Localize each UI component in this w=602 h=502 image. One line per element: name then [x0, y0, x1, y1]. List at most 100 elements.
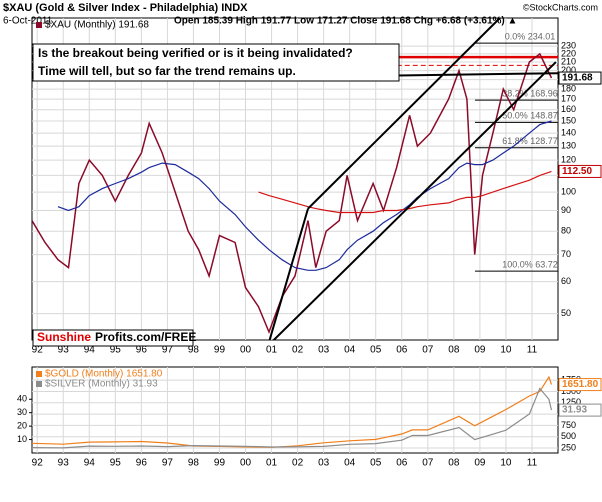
legend-swatch [36, 371, 42, 377]
y-tick-label: 160 [561, 104, 576, 114]
chart-title: $XAU (Gold & Silver Index - Philadelphia… [3, 2, 248, 14]
x-tick-label: 11 [527, 458, 538, 469]
x-tick-label: 02 [292, 345, 304, 356]
x-tick-label: 93 [58, 345, 70, 356]
text-box-line: Is the breakout being verified or is it … [38, 46, 353, 60]
value-tag [558, 71, 602, 85]
legend-label: $GOLD (Monthly) 1651.80 [45, 369, 163, 380]
y-tick-label: 150 [561, 115, 576, 125]
y-tick-label: 90 [561, 205, 571, 215]
x-tick-label: 03 [318, 458, 330, 469]
x-tick-label: 99 [214, 458, 226, 469]
x-tick-label: 06 [396, 458, 408, 469]
x-tick-label: 94 [84, 458, 96, 469]
y2-tick-label: 40 [17, 394, 27, 404]
x-tick-label: 07 [422, 345, 434, 356]
y2-tick-label: 20 [17, 421, 27, 431]
x-tick-label: 92 [32, 458, 44, 469]
x-tick-label: 05 [370, 458, 382, 469]
y-tick-label: 210 [561, 56, 576, 66]
x-tick-label: 01 [266, 458, 278, 469]
text-box-line: Time will tell, but so far the trend rem… [38, 64, 296, 78]
plot-layer [32, 367, 558, 453]
fib-label: 100.0% 63.72 [502, 259, 558, 269]
trendline [268, 208, 309, 340]
x-tick-label: 09 [474, 458, 486, 469]
x-tick-label: 08 [448, 458, 460, 469]
value-tag [558, 378, 602, 392]
y2-tick-label: 10 [17, 434, 27, 444]
text-box [32, 43, 400, 82]
value-tag [558, 164, 602, 178]
value-tag-label: 31.93 [562, 405, 587, 416]
legend-swatch [36, 22, 42, 28]
fib-label: 38.2% 168.96 [502, 89, 558, 99]
trendline [307, 18, 501, 210]
series-line [32, 52, 553, 335]
fib-label: 50.0% 148.87 [502, 111, 558, 121]
legend-swatch [36, 381, 42, 387]
x-tick-label: 04 [344, 458, 356, 469]
x-tick-label: 95 [110, 345, 122, 356]
y-tick-label: 250 [561, 442, 576, 452]
x-tick-label: 97 [162, 458, 174, 469]
x-tick-label: 94 [84, 345, 96, 356]
series-line [32, 375, 553, 448]
brand-text: Profits.com/FREE [95, 330, 196, 344]
series-line [32, 387, 553, 449]
y-tick-label: 170 [561, 93, 576, 103]
value-tag [558, 403, 602, 417]
x-tick-label: 02 [292, 458, 304, 469]
x-tick-label: 01 [266, 345, 278, 356]
y-tick-label: 130 [561, 140, 576, 150]
x-tick-label: 96 [136, 345, 148, 356]
value-tag-label: 112.50 [562, 166, 592, 177]
y-tick-label: 750 [561, 420, 576, 430]
fib-label: 0.0% 234.01 [505, 31, 556, 41]
y-tick-label: 1250 [561, 397, 581, 407]
x-tick-label: 99 [214, 345, 226, 356]
x-tick-label: 98 [188, 458, 200, 469]
x-tick-label: 06 [396, 345, 408, 356]
x-tick-label: 03 [318, 345, 330, 356]
x-tick-label: 07 [422, 458, 434, 469]
x-tick-label: 05 [370, 345, 382, 356]
y-tick-label: 140 [561, 127, 576, 137]
x-tick-label: 98 [188, 345, 200, 356]
legend-label: $XAU (Monthly) 191.68 [45, 20, 149, 31]
x-tick-label: 10 [500, 458, 512, 469]
brand-box [32, 329, 194, 347]
legend-label: $SILVER (Monthly) 31.93 [45, 379, 158, 390]
x-tick-label: 97 [162, 345, 174, 356]
value-tag-label: 191.68 [562, 73, 593, 84]
y-tick-label: 70 [561, 249, 571, 259]
x-tick-label: 10 [500, 345, 512, 356]
x-tick-label: 96 [136, 458, 148, 469]
x-tick-label: 93 [58, 458, 70, 469]
value-tag-label: 1651.80 [562, 379, 599, 390]
x-tick-label: 04 [344, 345, 356, 356]
quote: Open 185.39 High 191.77 Low 171.27 Close… [174, 16, 517, 27]
series-line [57, 120, 552, 271]
brand-text: Sunshine [37, 330, 91, 344]
x-tick-label: 00 [240, 458, 252, 469]
copyright: ©StockCharts.com [523, 2, 598, 12]
lower-plot-area [31, 366, 559, 454]
y-tick-label: 60 [561, 276, 571, 286]
y-tick-label: 180 [561, 83, 576, 93]
y-tick-label: 100 [561, 186, 576, 196]
x-tick-label: 92 [32, 345, 44, 356]
y2-tick-label: 30 [17, 407, 27, 417]
x-tick-label: 00 [240, 345, 252, 356]
y-tick-label: 230 [561, 40, 576, 50]
trendline [272, 61, 557, 340]
y-tick-label: 50 [561, 308, 571, 318]
x-tick-label: 08 [448, 345, 460, 356]
y-tick-label: 120 [561, 155, 576, 165]
date: 6-Oct-2011 [3, 16, 53, 27]
x-tick-label: 09 [474, 345, 486, 356]
y-tick-label: 220 [561, 48, 576, 58]
y-tick-label: 200 [561, 65, 576, 75]
x-tick-label: 11 [527, 345, 538, 356]
